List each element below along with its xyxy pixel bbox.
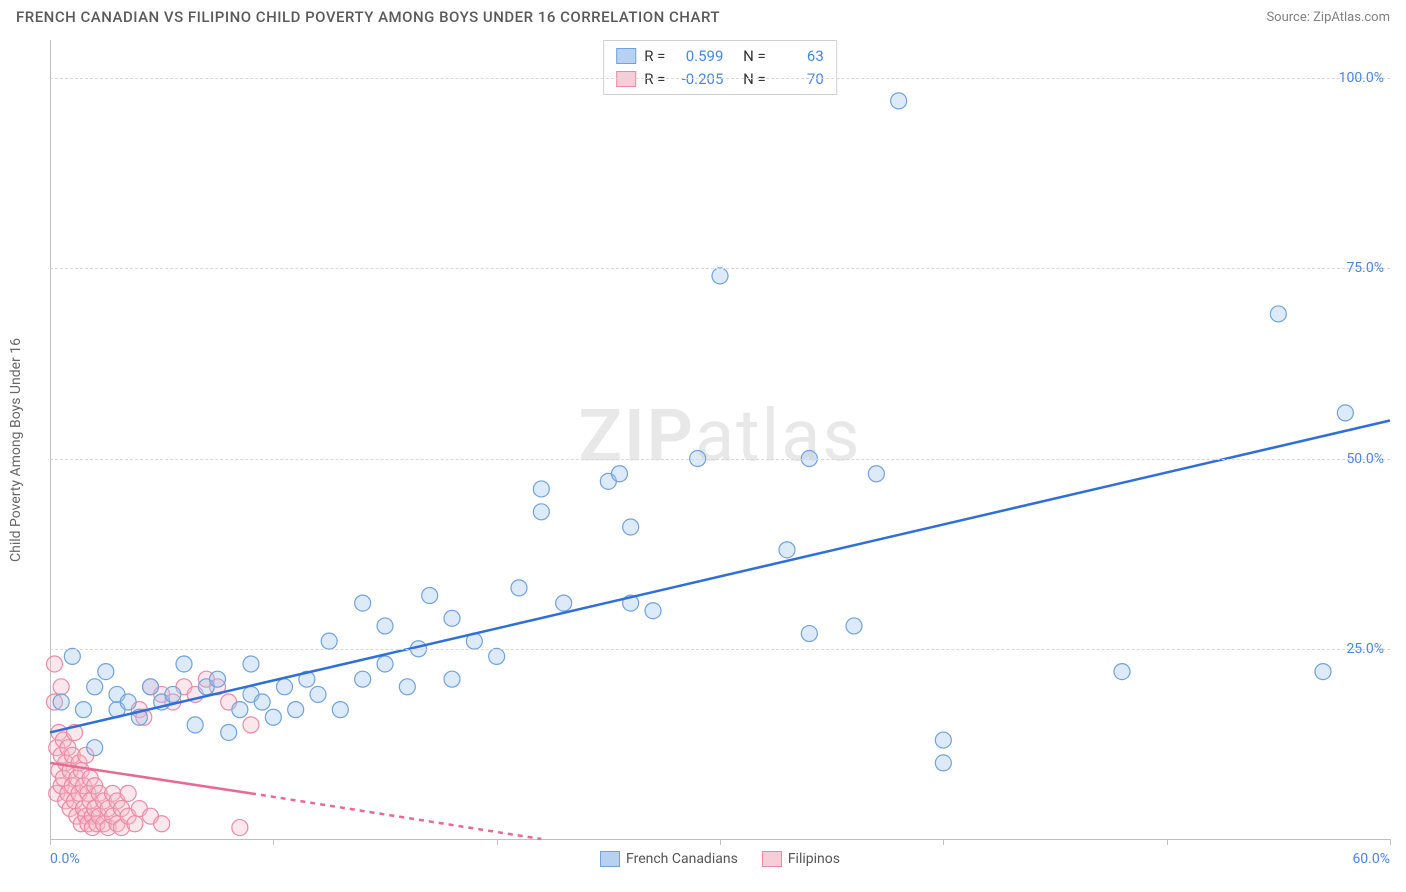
legend-item-a: French Canadians [600, 851, 738, 867]
legend-swatch-b [762, 851, 782, 867]
x-axis-min-label: 0.0% [50, 851, 80, 867]
chart-title: FRENCH CANADIAN VS FILIPINO CHILD POVERT… [16, 8, 720, 26]
stats-row-series-a: R = 0.599 N = 63 [616, 45, 824, 68]
chart-plot-area: ZIPatlas R = 0.599 N = 63 R = -0.205 N =… [50, 40, 1390, 840]
y-tick-label: 75.0% [1346, 260, 1384, 276]
y-tick-label: 25.0% [1346, 641, 1384, 657]
swatch-a [616, 48, 636, 64]
scatter-plot-svg [50, 40, 1390, 839]
legend-swatch-a [600, 851, 620, 867]
correlation-stats-box: R = 0.599 N = 63 R = -0.205 N = 70 [603, 40, 837, 95]
x-axis-max-label: 60.0% [1352, 851, 1390, 867]
legend-item-b: Filipinos [762, 851, 840, 867]
source-attribution: Source: ZipAtlas.com [1266, 10, 1390, 25]
y-axis-label: Child Poverty Among Boys Under 16 [8, 338, 24, 562]
legend: French Canadians Filipinos [600, 851, 840, 867]
y-tick-label: 50.0% [1346, 451, 1384, 467]
y-tick-label: 100.0% [1339, 70, 1384, 86]
